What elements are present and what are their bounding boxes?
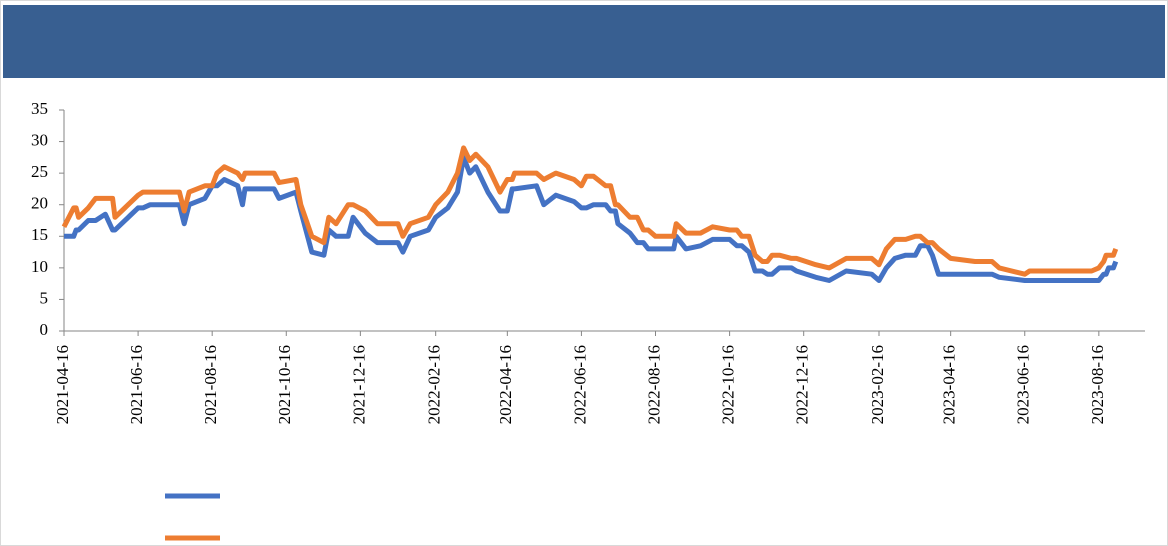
x-tick-label: 2022-08-16 <box>644 345 663 424</box>
x-tick-label: 2021-04-16 <box>53 345 72 424</box>
x-tick-label: 2022-12-16 <box>793 345 812 424</box>
series-line <box>61 145 1119 277</box>
x-tick-label: 2023-06-16 <box>1014 345 1033 424</box>
y-tick-label: 5 <box>40 288 49 307</box>
series-line <box>64 154 1119 283</box>
x-tick-label: 2021-12-16 <box>349 345 368 424</box>
x-tick-label: 2022-04-16 <box>496 345 515 424</box>
y-tick-label: 25 <box>31 162 48 181</box>
x-tick-label: 2021-10-16 <box>275 345 294 424</box>
header-bar <box>3 5 1165 78</box>
x-tick-label: 2022-02-16 <box>425 345 444 424</box>
x-tick-label: 2023-08-16 <box>1088 345 1107 424</box>
y-tick-label: 35 <box>31 99 48 118</box>
y-tick-label: 30 <box>31 130 48 149</box>
y-tick-label: 10 <box>31 257 48 276</box>
y-tick-label: 15 <box>31 225 48 244</box>
x-tick-label: 2022-10-16 <box>719 345 738 424</box>
x-tick-label: 2022-06-16 <box>570 345 589 424</box>
y-tick-label: 0 <box>40 320 49 339</box>
x-tick-label: 2023-02-16 <box>868 345 887 424</box>
x-tick-label: 2023-04-16 <box>940 345 959 424</box>
x-tick-label: 2021-06-16 <box>127 345 146 424</box>
x-tick-label: 2021-08-16 <box>201 345 220 424</box>
y-tick-label: 20 <box>31 194 48 213</box>
